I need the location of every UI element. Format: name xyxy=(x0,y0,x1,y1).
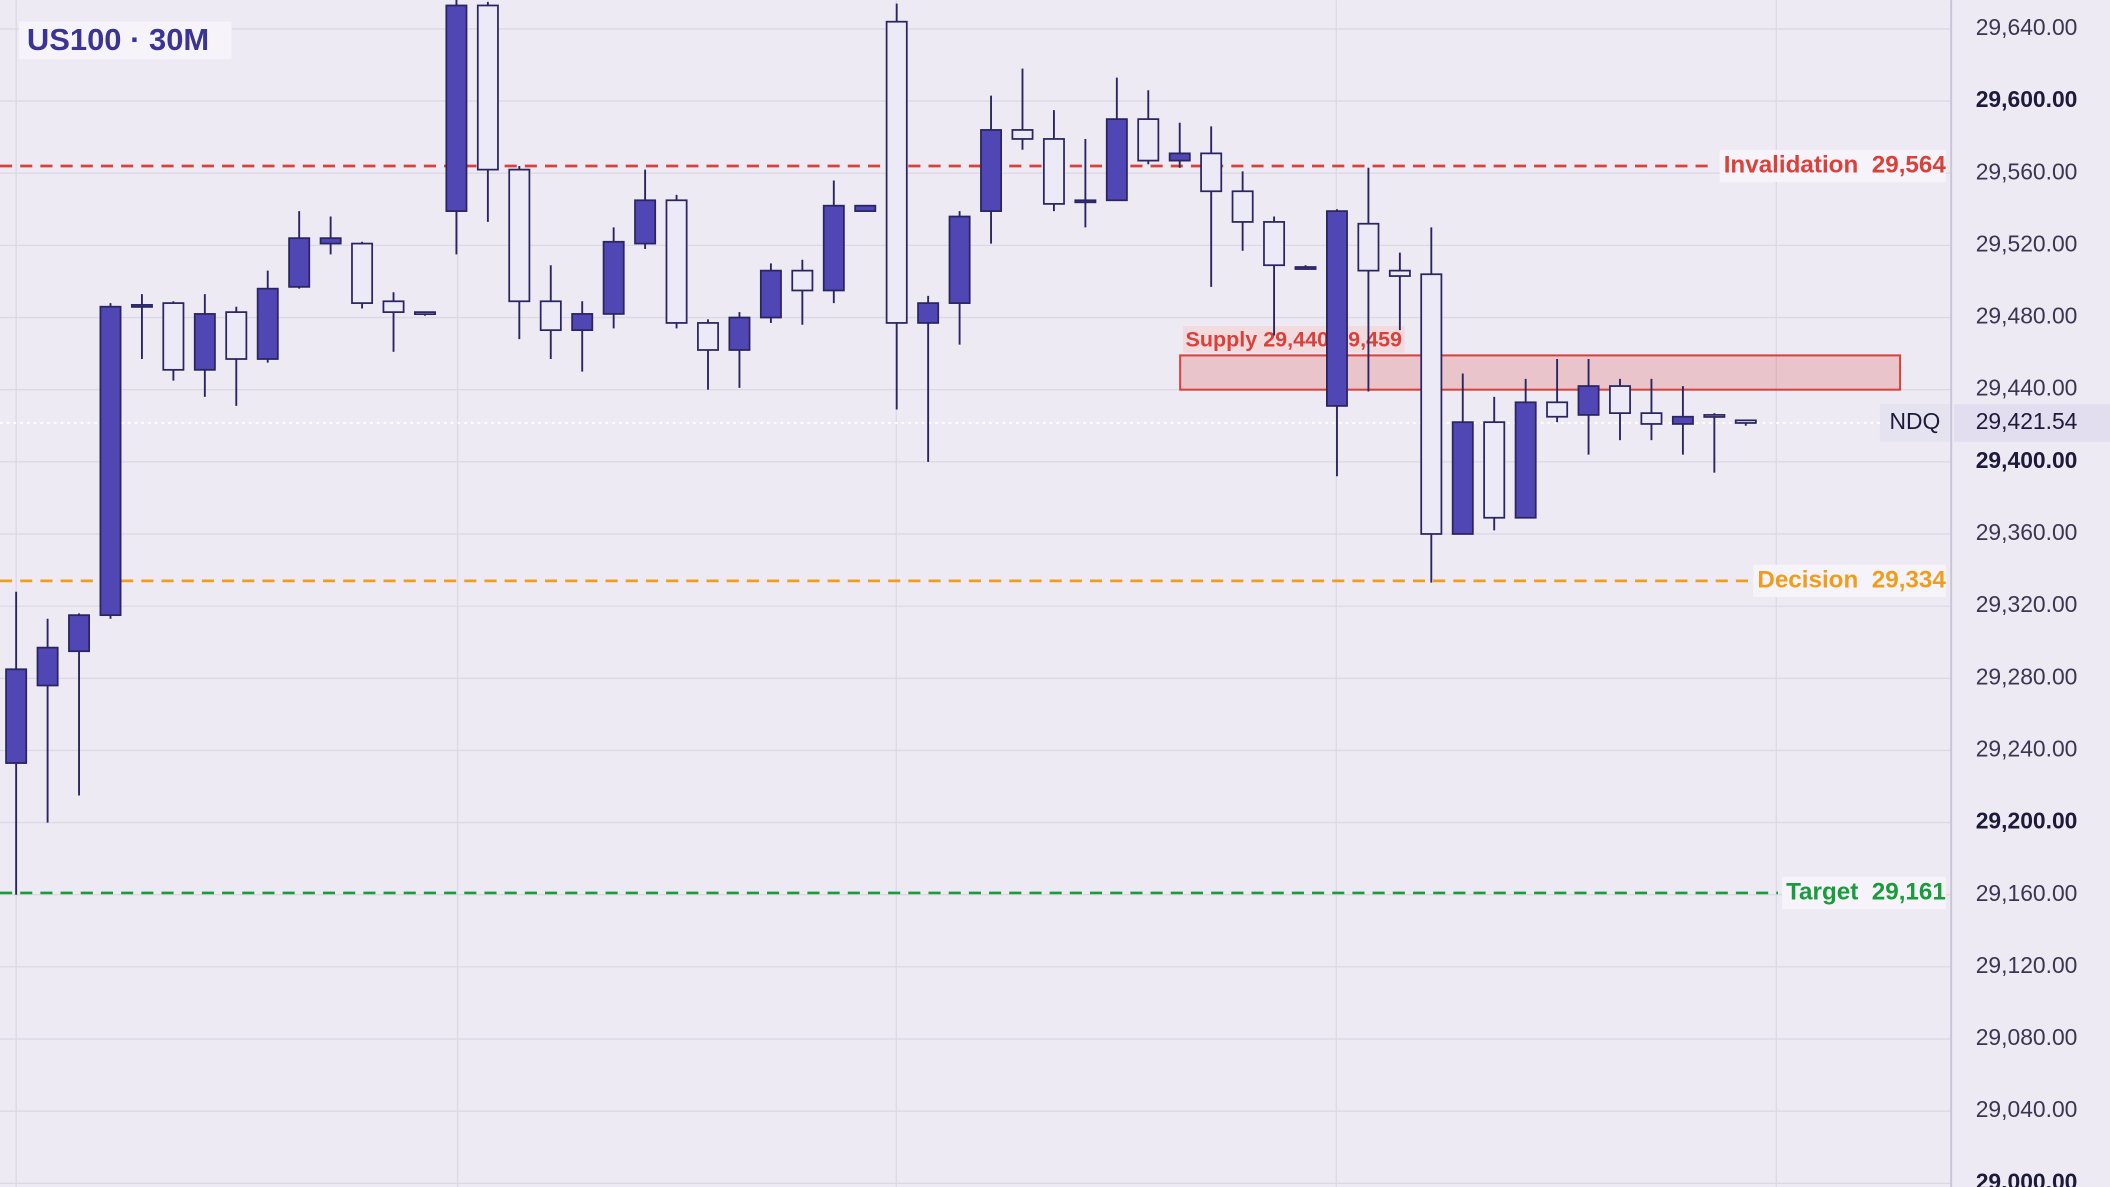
candle-body xyxy=(917,302,940,324)
y-tick-label: 29,480.00 xyxy=(1976,303,2078,329)
y-tick-label: 29,640.00 xyxy=(1976,14,2078,40)
y-tick-label: 29,240.00 xyxy=(1976,735,2078,761)
y-tick-label: 29,400.00 xyxy=(1976,447,2078,473)
candle-body xyxy=(68,614,91,653)
candle-body xyxy=(1388,269,1411,277)
candle-body xyxy=(1042,138,1065,205)
price-tag-bg xyxy=(1953,404,2110,442)
title-box xyxy=(18,21,232,60)
candle-body xyxy=(759,269,782,319)
candle-body xyxy=(1514,401,1537,519)
candle-body xyxy=(1420,273,1443,535)
level-name: Decision xyxy=(1757,566,1858,593)
candle-body xyxy=(728,316,751,351)
candle-body xyxy=(1294,266,1317,270)
zone-label: Supply 29,440-29,459 xyxy=(1186,327,1403,351)
candle-body xyxy=(1326,210,1348,407)
level-label-bg xyxy=(1753,564,1946,598)
candle-body xyxy=(602,240,625,315)
candle-body xyxy=(665,199,688,324)
candle-body xyxy=(1451,421,1474,535)
y-tick-label: 29,280.00 xyxy=(1976,663,2078,689)
candle-body xyxy=(539,300,562,332)
candle-body xyxy=(634,199,657,245)
price-tag: 29,421.54 xyxy=(1976,408,2078,434)
candle-body xyxy=(414,311,436,316)
candle-body xyxy=(1231,190,1254,223)
candle-body xyxy=(130,304,153,308)
candle-body xyxy=(1734,419,1757,424)
candle-body xyxy=(162,302,185,371)
candle-body xyxy=(351,242,374,304)
candle-body xyxy=(1263,221,1286,267)
candle-body xyxy=(288,237,311,288)
candle-body xyxy=(1074,199,1097,204)
candle-body xyxy=(225,311,248,360)
candle-body xyxy=(1640,412,1663,425)
y-tick-label: 29,440.00 xyxy=(1976,375,2078,401)
y-tick-label: 29,520.00 xyxy=(1976,230,2078,256)
plot: 29,564 Invalidation 29,334 Decision 29,161 Ta… xyxy=(0,0,1952,910)
candle-body xyxy=(476,4,499,171)
candle-body xyxy=(854,204,877,212)
y-tick-label: 29,040.00 xyxy=(1976,1096,2078,1122)
candle-body xyxy=(1105,118,1128,202)
supply-zone xyxy=(1179,354,1902,391)
candle-body xyxy=(99,305,122,617)
candle-body xyxy=(697,322,719,351)
chart-title: US100 · 30M xyxy=(27,22,209,57)
level-name: Invalidation xyxy=(1724,151,1859,178)
candle-body xyxy=(791,269,814,292)
candle-body xyxy=(5,668,28,764)
candle-body xyxy=(319,237,342,245)
candle-body xyxy=(1357,222,1380,272)
level-label-bg xyxy=(1719,149,1946,183)
y-tick-label: 29,360.00 xyxy=(1976,519,2078,545)
candle-body xyxy=(1671,415,1694,425)
candle-body xyxy=(1200,152,1223,193)
candle-body xyxy=(508,168,531,303)
level-value: 29,161 xyxy=(1872,878,1946,905)
candle-body xyxy=(1577,385,1600,416)
level-name: Target xyxy=(1786,878,1858,905)
candle-body xyxy=(193,313,216,371)
y-tick-label: 29,080.00 xyxy=(1976,1024,2078,1050)
level-value: 29,564 xyxy=(1872,151,1947,178)
candle-body xyxy=(382,300,405,313)
candle-body xyxy=(885,20,908,324)
y-tick-label: 29,200.00 xyxy=(1976,808,2078,834)
candle-body xyxy=(36,646,59,687)
y-tick-label: 29,160.00 xyxy=(1976,880,2078,906)
level-value: 29,334 xyxy=(1872,566,1947,593)
symbol-tag-bg xyxy=(1879,404,1950,442)
candle-body xyxy=(1137,118,1160,162)
candle-body xyxy=(1011,129,1034,140)
candle-body xyxy=(1546,401,1569,418)
y-tick-label: 29,560.00 xyxy=(1976,158,2078,184)
candle-body xyxy=(948,215,971,304)
candle-body xyxy=(256,287,279,360)
y-tick-label: 29,000.00 xyxy=(1976,1168,2078,1187)
candle-body xyxy=(980,129,1003,212)
candle-body xyxy=(1483,421,1506,519)
candle-body xyxy=(1168,152,1191,162)
level-label-bg xyxy=(1782,876,1946,910)
symbol-tag: NDQ xyxy=(1889,408,1940,434)
candle-body xyxy=(571,313,594,332)
candle-body xyxy=(1703,414,1726,418)
y-tick-label: 29,320.00 xyxy=(1976,591,2078,617)
candle-body xyxy=(445,4,468,212)
candle-body xyxy=(1609,385,1631,414)
y-tick-label: 29,120.00 xyxy=(1976,952,2078,978)
candle-body xyxy=(822,204,845,292)
y-tick-label: 29,600.00 xyxy=(1976,86,2078,112)
